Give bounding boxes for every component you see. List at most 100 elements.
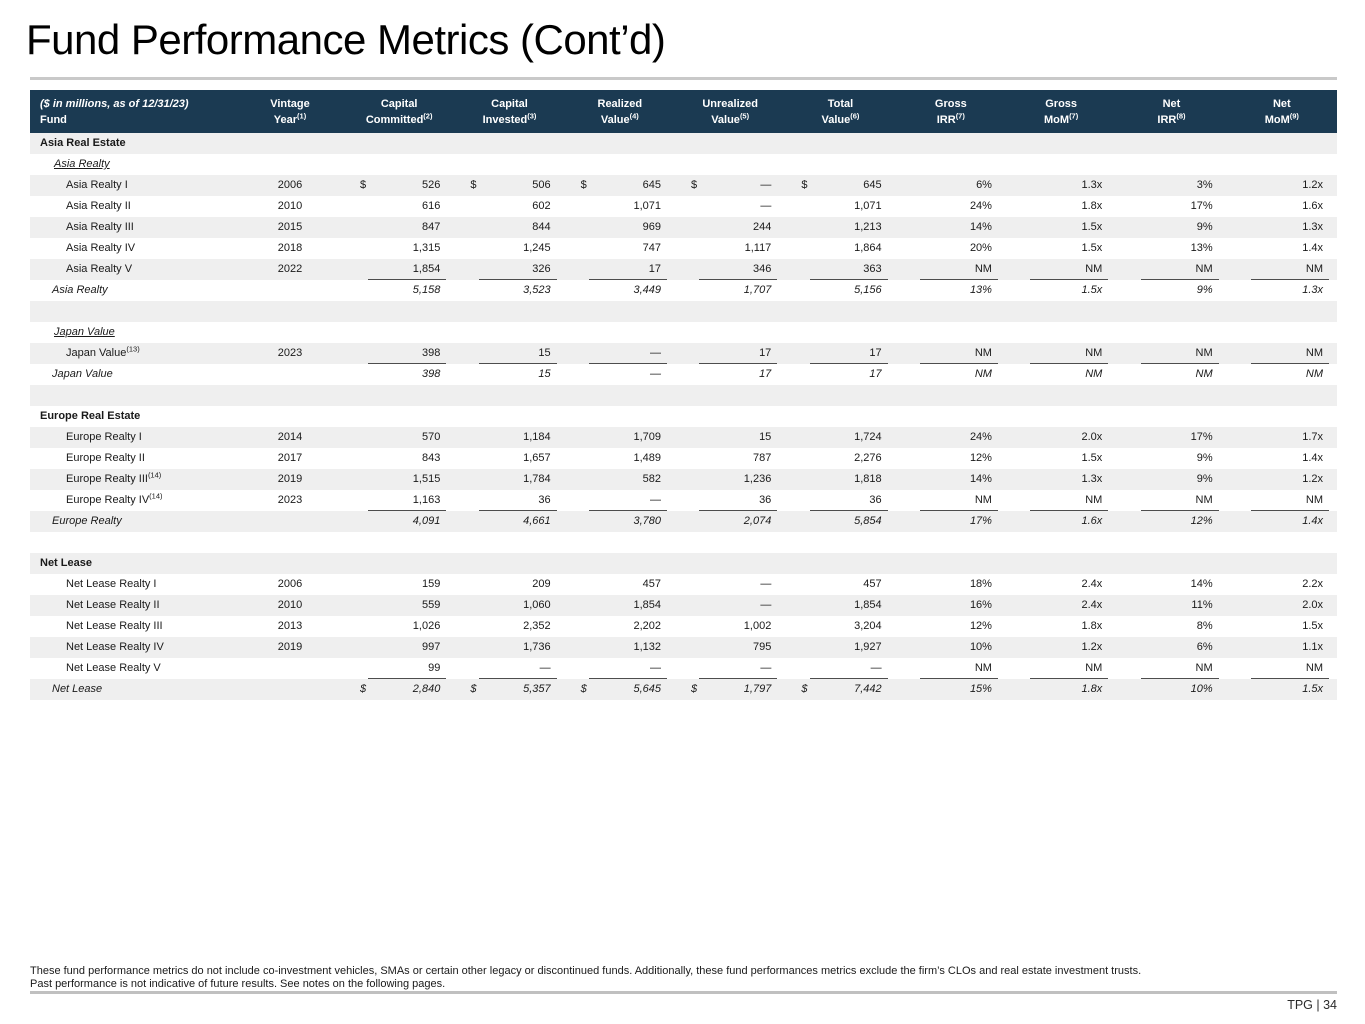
value-cell: 2.2x: [1302, 578, 1323, 590]
value-cell: 1.4x: [1302, 242, 1323, 254]
value-cell: 1.8x: [1081, 200, 1103, 212]
value-cell: 843: [421, 452, 441, 464]
value-cell: NM: [1085, 347, 1103, 359]
fund-label: Net Lease Realty II: [66, 599, 160, 611]
value-cell: $ —: [675, 175, 785, 196]
value-cell: 1,784: [523, 473, 551, 485]
dollar-sign: $: [360, 683, 367, 695]
value-cell: 1,736: [523, 641, 551, 653]
vintage-cell: 2018: [277, 242, 303, 254]
value-cell: $2,840: [344, 678, 454, 700]
value-cell: 36: [869, 494, 882, 506]
value-cell: 1,236: [743, 473, 772, 485]
fund-label: Asia Realty IV: [66, 242, 136, 254]
value-cell: —: [760, 578, 772, 590]
value-cell: $1,797: [675, 678, 785, 700]
value-cell: 1.5x: [1081, 452, 1103, 464]
vintage-cell: 2019: [277, 473, 303, 485]
spacer-cell: [30, 532, 1337, 553]
value-cell: 346: [752, 263, 772, 275]
value-cell: 13%: [1190, 242, 1213, 254]
fund-label: Net Lease Realty III: [66, 620, 163, 632]
table-row: Japan Value(13) 2023 398 15 — 17 17 NM NM NM NM: [30, 343, 1337, 364]
title-divider: [30, 77, 1337, 80]
value-cell: —: [649, 662, 661, 674]
value-cell: 1.8x: [1006, 678, 1116, 700]
value-cell: 209: [532, 578, 551, 590]
value-cell: 1.5x: [1227, 678, 1337, 700]
value-cell: 457: [642, 578, 661, 590]
value-cell: 1.2x: [1081, 641, 1103, 653]
value-cell: 559: [421, 599, 441, 611]
value-cell: 6%: [1196, 641, 1213, 653]
value-cell: $7,442: [785, 678, 895, 700]
vintage-cell: 2022: [277, 263, 303, 275]
value-cell: NM: [896, 363, 1006, 385]
value-cell: 17: [869, 347, 882, 359]
value-cell: 17: [675, 363, 785, 385]
section-label: Net Lease: [40, 557, 92, 569]
value-cell: —: [649, 347, 661, 359]
vintage-cell: 2010: [277, 200, 303, 212]
spacer-row: [30, 532, 1337, 553]
value-cell: NM: [1195, 662, 1213, 674]
value-cell: NM: [1195, 347, 1213, 359]
value-cell: 1,002: [743, 620, 772, 632]
value-cell: 1,707: [675, 279, 785, 301]
vintage-cell: 2023: [277, 347, 303, 359]
fund-label: Net Lease Realty IV: [66, 641, 164, 653]
value-cell: 1,071: [854, 200, 882, 212]
value-cell: 398: [344, 363, 454, 385]
value-cell: 12%: [969, 620, 992, 632]
value-cell: 10%: [1116, 678, 1226, 700]
value-cell: NM: [974, 494, 992, 506]
fund-label: Net Lease Realty V: [66, 662, 161, 674]
value-cell: 3,449: [565, 279, 675, 301]
total-row: Net Lease $2,840 $5,357 $5,645 $1,797 $7,442 1…: [30, 678, 1337, 700]
value-cell: 9%: [1196, 473, 1213, 485]
value-cell: 17%: [1190, 431, 1213, 443]
vintage-cell: [236, 364, 344, 385]
dollar-sign: $: [580, 179, 587, 191]
value-cell: 15: [759, 431, 772, 443]
vintage-cell: [236, 280, 344, 301]
value-cell: 3,204: [854, 620, 882, 632]
fund-label: Net Lease: [52, 683, 103, 695]
value-cell: 1,071: [633, 200, 661, 212]
value-cell: 1.6x: [1006, 510, 1116, 532]
value-cell: 15%: [896, 678, 1006, 700]
value-cell: 2,276: [854, 452, 882, 464]
value-cell: $645: [565, 175, 675, 196]
fund-label: Europe Realty I: [66, 431, 142, 443]
value-cell: 847: [421, 221, 441, 233]
vintage-cell: 2017: [277, 452, 303, 464]
total-row: Asia Realty 5,158 3,523 3,449 1,707 5,156 13% 1…: [30, 279, 1337, 301]
vintage-cell: 2006: [277, 179, 303, 191]
page-title: Fund Performance Metrics (Cont’d): [26, 16, 666, 63]
value-cell: NM: [1006, 363, 1116, 385]
value-cell: 1.5x: [1081, 221, 1103, 233]
value-cell: 1,854: [633, 599, 661, 611]
spacer-row: [30, 301, 1337, 322]
spacer-cell: [30, 385, 1337, 406]
fund-label: Asia Realty I: [66, 179, 128, 191]
value-cell: 17: [759, 347, 772, 359]
col-header-vintage-year: Vintage Year(1): [236, 90, 344, 133]
value-cell: 159: [421, 578, 441, 590]
subsection-label: Asia Realty: [54, 158, 110, 170]
value-cell: 3,523: [454, 279, 564, 301]
value-cell: 4,661: [454, 510, 564, 532]
dollar-sign: $: [470, 179, 477, 191]
value-cell: 2.4x: [1081, 578, 1103, 590]
value-cell: 326: [532, 263, 551, 275]
value-cell: 1.2x: [1302, 179, 1323, 191]
vintage-cell: [236, 511, 344, 532]
value-cell: 2,352: [523, 620, 551, 632]
value-cell: 5,854: [785, 510, 895, 532]
value-cell: 2,074: [675, 510, 785, 532]
section-row: Net Lease: [30, 553, 1337, 574]
value-cell: 12%: [969, 452, 992, 464]
footnote-line-1: These fund performance metrics do not in…: [30, 965, 1142, 977]
fund-label: Asia Realty V: [66, 263, 133, 275]
value-cell: 6%: [976, 179, 992, 191]
